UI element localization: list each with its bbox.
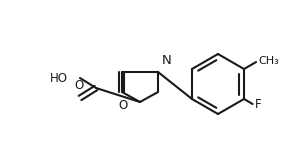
Text: O: O	[118, 99, 128, 112]
Text: O: O	[74, 79, 84, 92]
Text: F: F	[255, 97, 261, 111]
Text: N: N	[162, 54, 172, 67]
Text: CH₃: CH₃	[258, 56, 279, 66]
Text: HO: HO	[50, 72, 68, 84]
